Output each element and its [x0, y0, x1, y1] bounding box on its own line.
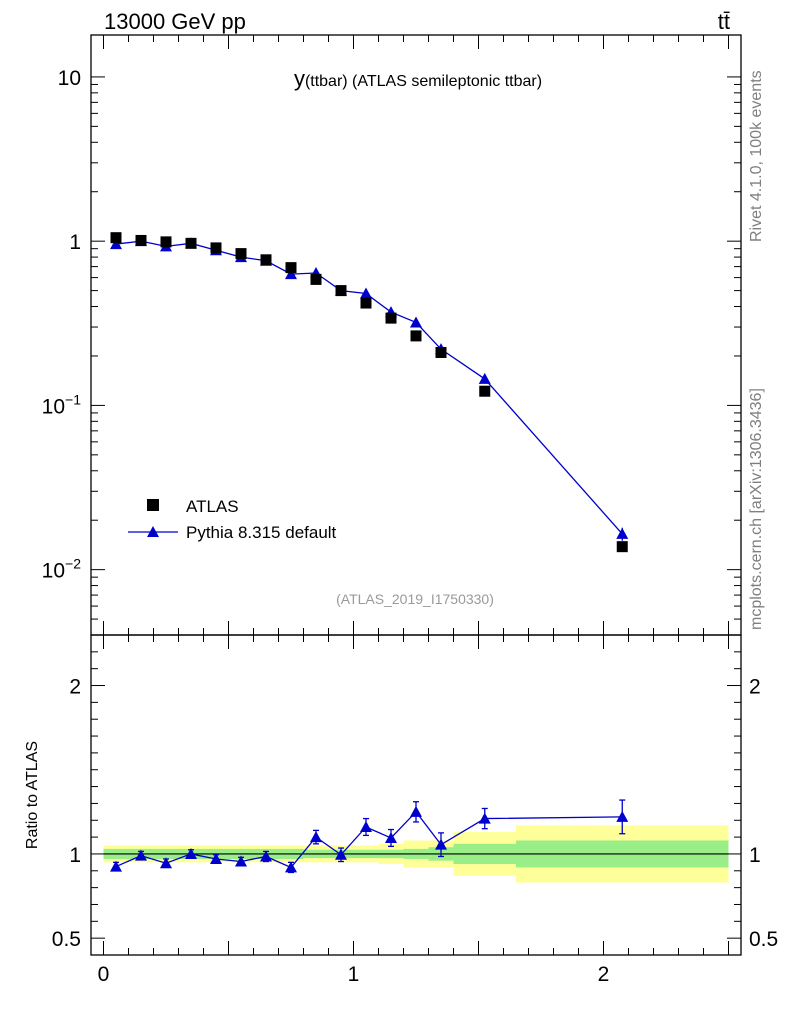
atlas-data-point	[110, 232, 122, 244]
legend-pythia-label: Pythia 8.315 default	[186, 523, 337, 542]
ratio-y-tick-label-right: 2	[749, 676, 761, 699]
pythia-data-point	[478, 372, 491, 384]
legend: ATLAS Pythia 8.315 default	[128, 497, 337, 542]
ratio-data-point	[135, 849, 147, 861]
y-tick-label: 10−1	[42, 391, 82, 418]
atlas-data-point	[385, 312, 397, 324]
ratio-y-tick-label-right: 1	[749, 844, 761, 867]
ratio-series-line	[115, 810, 623, 869]
legend-pythia-marker	[147, 526, 159, 537]
ratio-data-point	[160, 857, 172, 869]
atlas-data-point	[360, 297, 372, 309]
ratio-data-point	[285, 861, 297, 873]
pythia-data-point	[110, 238, 122, 250]
ratio-data-point	[185, 847, 197, 859]
pythia-series-line	[115, 240, 623, 535]
ratio-data-point	[616, 810, 629, 822]
main-title: y(ttbar) (ATLAS semileptonic ttbar)	[294, 66, 542, 91]
ratio-data-point	[385, 831, 397, 843]
atlas-data-point	[160, 236, 172, 248]
ratio-y-tick-label-left: 0.5	[52, 928, 81, 951]
atlas-data-point	[479, 385, 491, 397]
x-tick-label: 1	[348, 963, 360, 986]
y-tick-label: 10−2	[42, 556, 82, 583]
atlas-data-point	[310, 273, 322, 285]
y-tick-base: 10	[42, 395, 65, 418]
pythia-data-point	[410, 316, 422, 328]
ratio-panel-frame	[90, 634, 742, 956]
atlas-data-point	[335, 285, 347, 297]
atlas-data-point	[616, 541, 628, 553]
ratio-data-point	[210, 853, 222, 864]
atlas-data-point	[285, 262, 297, 274]
y-tick-exponent: −2	[65, 556, 81, 572]
x-tick-label: 0	[98, 963, 110, 986]
y-tick-exponent: −1	[65, 391, 81, 407]
ratio-data-point	[435, 838, 447, 850]
legend-atlas-label: ATLAS	[186, 497, 239, 516]
y-tick-base: 10	[42, 560, 65, 583]
y-tick-label: 1	[69, 231, 81, 254]
ratio-data-point	[335, 848, 347, 860]
y-tick-label: 10	[58, 67, 81, 90]
ratio-panel: 2 2 1 1 0.5 0.5 0 1 2 Ratio to ATLAS	[24, 634, 778, 986]
ratio-data-point	[235, 855, 247, 867]
title-ttbar-label: (ttbar)	[305, 73, 348, 90]
header-beam-label: 13000 GeV pp	[104, 9, 246, 34]
atlas-data-point	[435, 346, 447, 358]
ratio-y-tick-label-left: 1	[69, 844, 81, 867]
ratio-data-point	[310, 831, 322, 843]
ratio-y-tick-label-left: 2	[69, 676, 81, 699]
x-tick-label: 2	[598, 963, 610, 986]
ratio-data-point	[410, 805, 422, 817]
ratio-data-point	[110, 860, 122, 872]
pythia-data-point	[616, 527, 629, 539]
ratio-data-point	[260, 850, 272, 862]
analysis-tag: (ATLAS_2019_I1750330)	[336, 591, 494, 607]
ratio-data-point	[360, 821, 372, 832]
atlas-data-point	[235, 248, 247, 260]
side-label-mcplots: mcplots.cern.ch [arXiv:1306.3436]	[748, 388, 765, 630]
atlas-data-point	[185, 237, 197, 249]
atlas-data-point	[410, 330, 422, 342]
side-label-rivet: Rivet 4.1.0, 100k events	[748, 70, 765, 242]
atlas-data-point	[210, 242, 222, 254]
ratio-data-point	[478, 812, 491, 824]
header-process-label: tt̄	[718, 9, 730, 34]
ratio-ylabel: Ratio to ATLAS	[24, 741, 41, 849]
title-y-variable: y	[294, 66, 305, 91]
ratio-y-tick-label-right: 0.5	[749, 928, 778, 951]
pythia-data-point	[285, 268, 297, 280]
atlas-data-point	[260, 254, 272, 266]
atlas-data-point	[135, 234, 147, 246]
pythia-data-point	[360, 287, 372, 299]
legend-atlas-marker	[147, 499, 159, 511]
title-analysis-label: (ATLAS semileptonic ttbar)	[348, 73, 542, 90]
